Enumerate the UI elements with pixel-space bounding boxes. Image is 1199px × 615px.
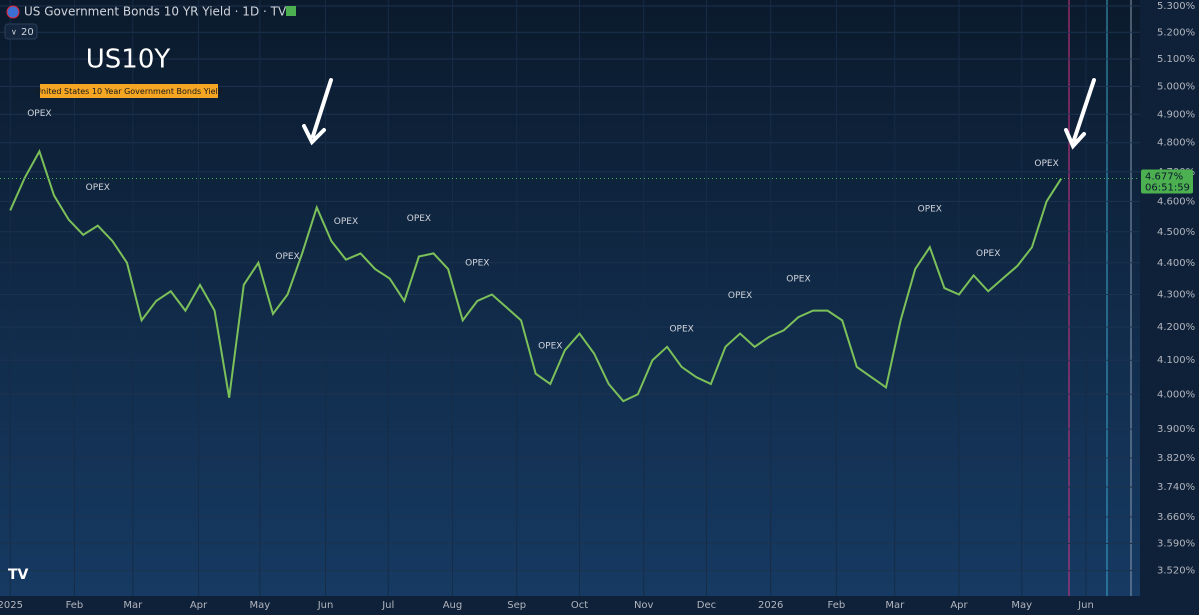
y-tick-label: 5.200%: [1157, 27, 1195, 38]
y-tick-label: 5.300%: [1157, 1, 1195, 12]
x-tick-label: Feb: [828, 600, 846, 611]
y-tick-label: 4.100%: [1157, 355, 1195, 366]
opex-label: OPEX: [728, 291, 752, 301]
opex-label: OPEX: [407, 214, 431, 224]
y-tick-label: 4.200%: [1157, 322, 1195, 333]
y-tick-label: 4.800%: [1157, 138, 1195, 149]
y-tick-label: 4.400%: [1157, 258, 1195, 269]
x-tick-label: Mar: [123, 600, 143, 611]
y-tick-label: 5.000%: [1157, 81, 1195, 92]
y-tick-label: 3.590%: [1157, 539, 1195, 550]
symbol-title: US Government Bonds 10 YR Yield · 1D · T…: [24, 5, 295, 19]
y-tick-label: 4.000%: [1157, 389, 1195, 400]
opex-label: OPEX: [86, 183, 110, 193]
arrow: [302, 78, 333, 146]
x-tick-label: 2025: [0, 600, 23, 611]
y-tick-label: 3.900%: [1157, 424, 1195, 435]
x-tick-label: Apr: [190, 600, 208, 611]
opex-label: OPEX: [1034, 159, 1058, 169]
interval-box[interactable]: [4, 23, 38, 40]
flag-icon: [6, 5, 20, 19]
y-axis-background: [1140, 0, 1199, 615]
chart-title: US10Y: [86, 45, 171, 75]
status-flag: [286, 6, 296, 16]
interval-count: 20: [21, 27, 34, 38]
y-tick-label: 3.520%: [1157, 566, 1195, 577]
last-price-label: 4.677%: [1145, 172, 1183, 183]
y-tick-label: 4.600%: [1157, 196, 1195, 207]
x-tick-label: Jun: [317, 600, 334, 611]
logo: TV: [8, 567, 29, 583]
opex-label: OPEX: [918, 205, 942, 215]
price-line: [9, 148, 1063, 403]
x-tick-label: Apr: [950, 600, 968, 611]
x-axis-background: [0, 596, 1140, 615]
y-tick-label: 3.820%: [1157, 453, 1195, 464]
countdown: 06:51:59: [1145, 183, 1190, 194]
x-tick-label: Jun: [1077, 600, 1094, 611]
arrow: [1064, 78, 1096, 150]
x-tick-label: May: [249, 600, 270, 611]
plot-background: [0, 0, 1140, 596]
opex-label: OPEX: [976, 249, 1000, 259]
chart-subtitle: United States 10 Year Government Bonds Y…: [35, 87, 223, 96]
opex-label: OPEX: [465, 258, 489, 268]
y-tick-label: 4.500%: [1157, 227, 1195, 238]
opex-label: OPEX: [669, 324, 693, 334]
opex-label: OPEX: [27, 109, 51, 119]
chevron: ∨: [11, 28, 17, 37]
y-tick-label: 3.740%: [1157, 482, 1195, 493]
opex-label: OPEX: [334, 217, 358, 227]
y-tick-label: 4.900%: [1157, 109, 1195, 120]
marks: OPEX OPEX OPEX OPEX OPEX OPEX OPEX OPEX OPEX OPEX…: [0, 109, 1140, 403]
opex-label: OPEX: [786, 275, 810, 285]
opex-label: OPEX: [538, 341, 562, 351]
x-tick-label: 2026: [758, 600, 783, 611]
opex-label: OPEX: [275, 252, 299, 262]
y-tick-label: 3.660%: [1157, 512, 1195, 523]
x-tick-label: Oct: [571, 600, 588, 611]
y-tick-label: 4.300%: [1157, 289, 1195, 300]
last-price-box: [1141, 169, 1193, 194]
x-tick-label: Nov: [634, 600, 654, 611]
x-tick-label: Aug: [443, 600, 463, 611]
x-tick-label: Feb: [66, 600, 84, 611]
subtitle-box: [40, 84, 218, 98]
x-tick-label: Dec: [697, 600, 716, 611]
x-tick-label: Mar: [885, 600, 905, 611]
y-tick-label: 5.100%: [1157, 54, 1195, 65]
x-tick-label: Sep: [507, 600, 526, 611]
x-tick-label: May: [1011, 600, 1032, 611]
x-tick-label: Jul: [381, 600, 394, 611]
